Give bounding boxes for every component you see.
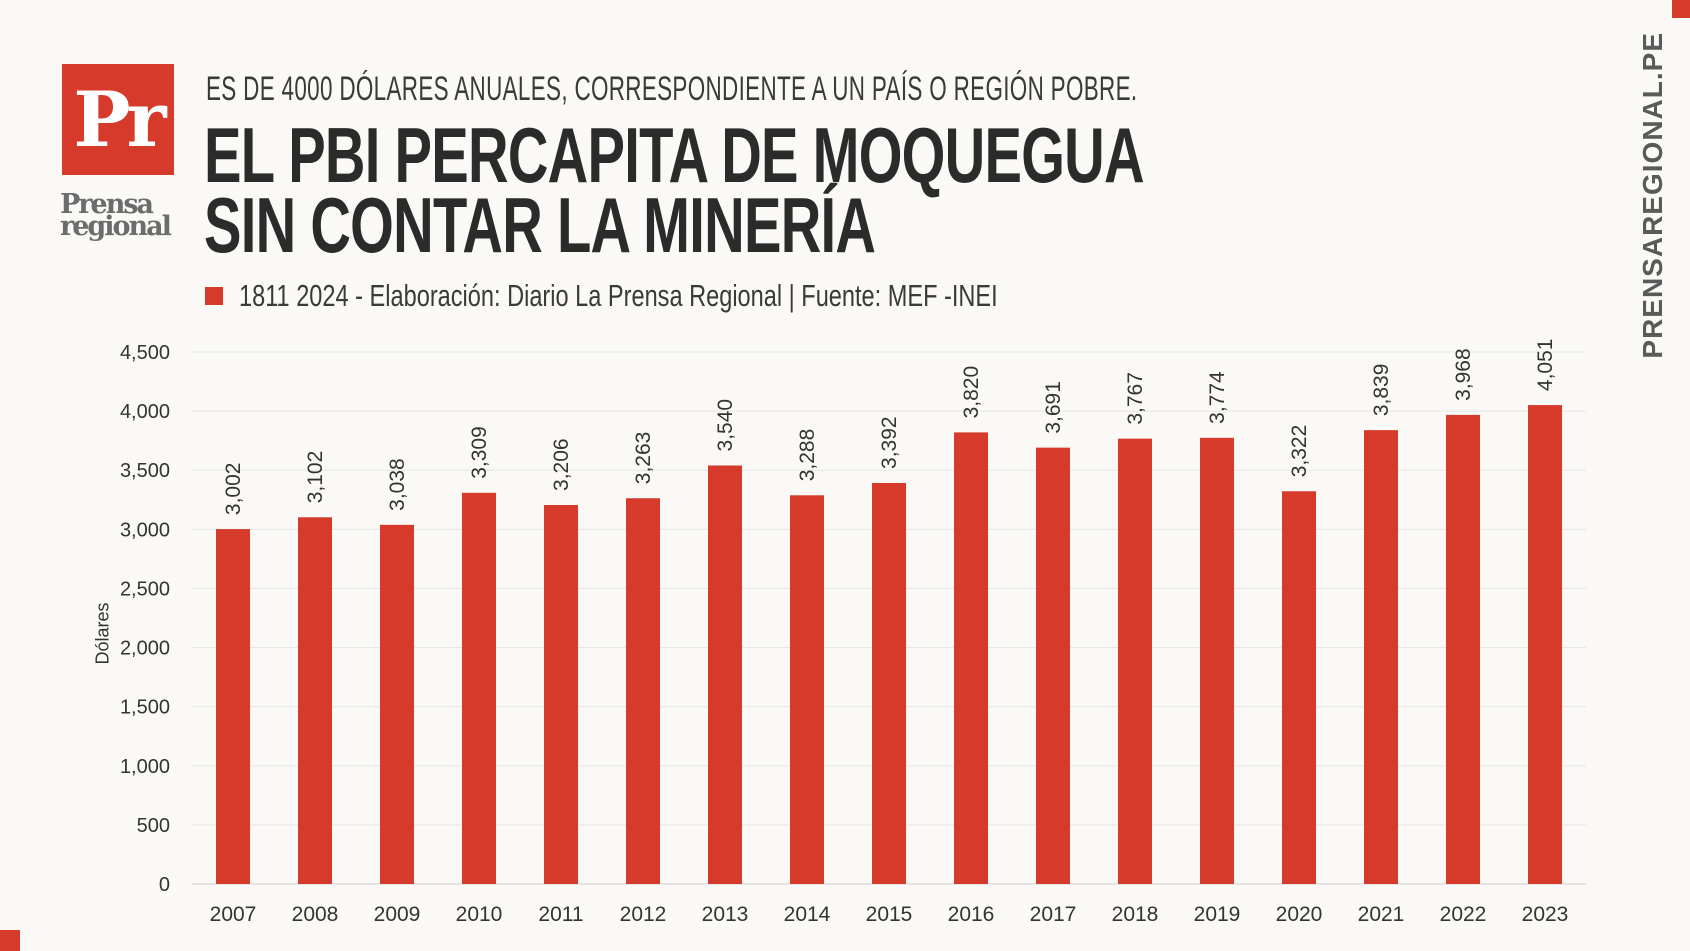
legend-text: 1811 2024 - Elaboración: Diario La Prens… [239, 278, 998, 313]
y-tick-label: 4,500 [120, 342, 170, 364]
data-label: 4,051 [1534, 339, 1557, 392]
data-label: 3,820 [960, 366, 983, 419]
data-label: 3,767 [1124, 372, 1147, 425]
y-tick-label: 4,000 [120, 401, 170, 423]
bars [216, 405, 1562, 884]
bar [1036, 447, 1070, 884]
bar [298, 517, 332, 884]
corner-accent-bottom-left [0, 930, 20, 951]
bar [708, 465, 742, 884]
y-tick-label: 0 [159, 874, 170, 896]
y-tick-label: 500 [137, 815, 170, 837]
y-tick-label: 1,500 [120, 697, 170, 719]
data-label: 3,263 [632, 432, 655, 485]
bar [544, 504, 578, 884]
x-tick-label: 2015 [866, 903, 913, 926]
y-tick-label: 2,000 [120, 638, 170, 660]
bar [1118, 438, 1152, 884]
bar [1528, 405, 1562, 884]
x-tick-label: 2007 [210, 903, 257, 926]
corner-accent-top-right [1672, 0, 1690, 18]
y-tick-label: 1,000 [120, 756, 170, 778]
data-label: 3,540 [714, 399, 737, 452]
data-label: 3,309 [468, 426, 491, 479]
bar [462, 492, 496, 884]
x-tick-labels: 2007 2008 2009 2010 2011 2012 2013 2014 2015 2016… [210, 903, 1569, 926]
bar [1364, 430, 1398, 884]
x-tick-label: 2019 [1194, 903, 1241, 926]
x-tick-label: 2009 [374, 903, 421, 926]
bar [872, 482, 906, 884]
x-tick-label: 2022 [1440, 903, 1487, 926]
logo-mark: Pr [62, 64, 174, 175]
page-title: EL PBI PERCAPITA DE MOQUEGUA SIN CONTAR … [204, 111, 1145, 269]
x-tick-label: 2010 [456, 903, 503, 926]
x-tick-label: 2012 [620, 903, 667, 926]
x-tick-label: 2016 [948, 903, 995, 926]
bar [790, 495, 824, 884]
data-label: 3,102 [304, 451, 327, 504]
bar [1446, 414, 1480, 884]
bar [380, 524, 414, 884]
bar [1200, 437, 1234, 884]
y-tick-label: 3,000 [120, 519, 170, 541]
x-tick-label: 2008 [292, 903, 339, 926]
x-tick-label: 2020 [1276, 903, 1323, 926]
x-tick-label: 2023 [1522, 903, 1569, 926]
data-label: 3,392 [878, 416, 901, 469]
logo-name-line1: Prensa [60, 189, 154, 220]
title-line2: SIN CONTAR LA MINERÍA [204, 181, 876, 269]
bar [216, 529, 250, 884]
x-tick-label: 2011 [538, 903, 583, 926]
bar [626, 498, 660, 884]
legend-swatch [205, 287, 223, 305]
data-label: 3,839 [1370, 364, 1393, 417]
x-tick-label: 2021 [1358, 903, 1405, 926]
x-tick-label: 2017 [1030, 903, 1077, 926]
data-label: 3,038 [386, 458, 409, 511]
y-tick-label: 2,500 [120, 578, 170, 600]
value-labels: 3,002 3,102 3,038 3,309 3,206 3,263 3,540 3,288… [222, 339, 1557, 516]
logo-name: Prensa regional [60, 189, 180, 242]
x-tick-label: 2013 [702, 903, 749, 926]
bar [1282, 491, 1316, 884]
data-label: 3,691 [1042, 381, 1065, 434]
y-tick-label: 3,500 [120, 460, 170, 482]
data-label: 3,288 [796, 429, 819, 482]
data-label: 3,968 [1452, 348, 1475, 401]
x-tick-label: 2014 [784, 903, 831, 926]
y-tick-labels: 0 500 1,000 1,500 2,000 2,500 3,000 3,500 4,000 4… [120, 342, 170, 896]
data-label: 3,774 [1206, 371, 1229, 424]
data-label: 3,002 [222, 463, 245, 516]
title-line1: EL PBI PERCAPITA DE MOQUEGUA [204, 111, 1145, 199]
bar [954, 432, 988, 884]
x-tick-label: 2018 [1112, 903, 1159, 926]
data-label: 3,322 [1288, 425, 1311, 478]
data-label: 3,206 [550, 438, 573, 491]
logo-name-line2: regional [60, 211, 172, 242]
legend: 1811 2024 - Elaboración: Diario La Prens… [205, 278, 1237, 314]
